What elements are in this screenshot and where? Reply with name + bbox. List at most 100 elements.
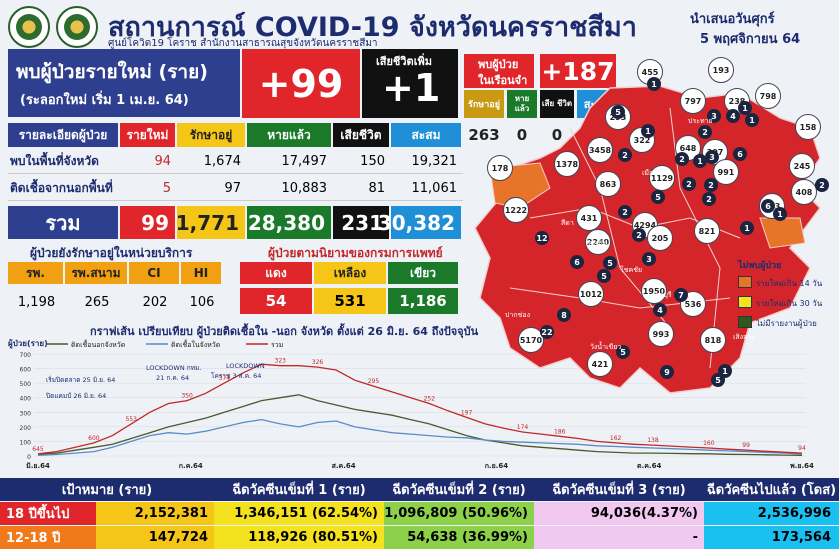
- legend-label: ติดเชื้อในจังหวัด: [171, 338, 220, 349]
- x-tick-label: ก.ย.64: [485, 462, 509, 470]
- map-count-bubble: 408: [791, 179, 817, 205]
- row-value: 97: [224, 180, 241, 196]
- y-tick-label: 700: [20, 352, 32, 359]
- map-new-case-dot: 5: [603, 256, 617, 270]
- district-label: วังน้ำเขียว: [590, 343, 622, 351]
- data-label: 252: [424, 396, 436, 403]
- vax-header-dose1: ฉีดวัคซีนเข็มที่ 1 (ราย): [232, 483, 366, 498]
- new-cases-subtitle: (ระลอกใหม่ เริ่ม 1 เม.ย. 64): [20, 93, 189, 108]
- chart-annotation: โคราช 3 ส.ค. 64: [211, 372, 261, 380]
- map-new-case-dot: 6: [733, 147, 747, 161]
- units-header-hospital: รพ.: [8, 262, 63, 284]
- map-new-case-dot: 6: [761, 199, 775, 213]
- district-label: เสิงสาง: [733, 333, 755, 341]
- prison-title-box: [464, 54, 534, 88]
- chart-annotation: 21 ก.ค. 64: [156, 374, 189, 382]
- map-new-case-dot: 1: [647, 77, 661, 91]
- map-new-case-dot: 3: [705, 150, 719, 164]
- map-count-bubble: 3458: [587, 137, 613, 163]
- data-label: 600: [88, 435, 100, 442]
- map-count-bubble: 797: [680, 88, 706, 114]
- map-count-bubble: 991: [713, 159, 739, 185]
- map-new-case-dot: 2: [698, 125, 712, 139]
- units-value-ci: 202: [142, 294, 168, 310]
- severity-title: ผู้ป่วยตามนิยามของกรมการแพทย์: [268, 246, 443, 260]
- prison-value-recovered: 0: [516, 126, 528, 144]
- map-new-case-dot: 5: [711, 373, 725, 387]
- y-axis-label: ผู้ป่วย(ราย): [8, 338, 48, 349]
- header-recovered: หายแล้ว: [247, 123, 331, 147]
- data-label: 94: [798, 445, 806, 452]
- y-tick-label: 0: [27, 454, 31, 461]
- x-tick-label: ต.ค.64: [637, 462, 661, 470]
- map-new-case-dot: 2: [618, 205, 632, 219]
- report-date: 5 พฤศจิกายน 64: [700, 32, 801, 47]
- vax-total: 173,564: [704, 526, 839, 549]
- district-label: ครบุรี: [655, 291, 672, 299]
- map-count-bubble: 993: [648, 321, 674, 347]
- vaccine-row-adult: 18 ปีขึ้นไป 2,152,381 1,346,151 (62.54%)…: [0, 502, 839, 525]
- district-label: สีดา: [561, 219, 574, 227]
- header-deaths: เสียชีวิต: [333, 123, 389, 147]
- series-line: [37, 363, 803, 455]
- total-new: 99: [120, 206, 175, 239]
- row-value: 19,321: [411, 153, 458, 169]
- provincial-seal-logo: [8, 6, 50, 48]
- map-count-bubble: 863: [595, 171, 621, 197]
- legend-swatch-green: [738, 316, 752, 328]
- map-new-case-dot: 4: [726, 109, 740, 123]
- deaths-new-value: +1: [382, 66, 441, 110]
- total-deaths: 231: [333, 206, 389, 239]
- severity-value-yellow: 531: [314, 288, 386, 314]
- units-value-hi: 106: [189, 294, 215, 310]
- map-new-case-dot: 9: [660, 365, 674, 379]
- row-value: 1,674: [203, 153, 241, 169]
- map-new-case-dot: 7: [674, 288, 688, 302]
- units-value-field: 265: [84, 294, 110, 310]
- deaths-new-label: เสียชีวิตเพิ่ม: [376, 55, 432, 68]
- prison-new-value: +187: [540, 54, 616, 88]
- map-new-case-dot: 12: [535, 231, 549, 245]
- report-day-label: นำเสนอวันศุกร์: [690, 12, 775, 27]
- units-header-ci: CI: [129, 262, 179, 284]
- y-tick-label: 200: [20, 425, 32, 432]
- detail-table-header: รายละเอียดผู้ป่วย รายใหม่ รักษาอยู่ หายแ…: [8, 123, 461, 147]
- header-treating: รักษาอยู่: [177, 123, 245, 147]
- map-count-bubble: 821: [694, 218, 720, 244]
- map-new-case-dot: 2: [618, 148, 632, 162]
- map-new-case-dot: 8: [557, 308, 571, 322]
- map-new-case-dot: 2: [702, 192, 716, 206]
- total-recovered: 28,380: [247, 206, 331, 239]
- page-title: สถานการณ์ COVID-19 จังหวัดนครราชสีมา: [108, 12, 637, 43]
- vax-dose2: 1,096,809 (50.96%): [384, 502, 534, 525]
- row-value: 10,883: [281, 180, 328, 196]
- legend-swatch-yellow: [738, 296, 752, 308]
- units-title: ผู้ป่วยยังรักษาอยู่ในหน่วยบริการ: [30, 246, 193, 260]
- header-detail: รายละเอียดผู้ป่วย: [8, 123, 118, 147]
- y-tick-label: 500: [20, 381, 32, 388]
- severity-header-yellow: เหลือง: [314, 262, 386, 284]
- ministry-health-logo: [56, 6, 98, 48]
- vax-header-total: ฉีดวัคซีนไปแล้ว (โดส): [706, 483, 837, 498]
- map-count-bubble: 245: [789, 153, 815, 179]
- map-new-case-dot: 1: [740, 221, 754, 235]
- severity-header-red: แดง: [240, 262, 312, 284]
- map-new-case-dot: 1: [641, 124, 655, 138]
- data-label: 99: [742, 442, 750, 449]
- legend-swatch-orange: [738, 276, 752, 288]
- vax-total: 2,536,996: [704, 502, 839, 525]
- map-new-case-dot: 2: [815, 178, 829, 192]
- vax-header-dose2: ฉีดวัคซีนเข็มที่ 2 (ราย): [392, 483, 526, 498]
- units-header-hi: HI: [181, 262, 221, 284]
- data-label: 162: [610, 435, 622, 442]
- district-label: สูงเนิน: [588, 239, 608, 247]
- row-value: 81: [368, 180, 385, 196]
- map-count-bubble: 2240: [585, 229, 611, 255]
- new-cases-panel: [8, 49, 240, 117]
- map-new-case-dot: 4: [653, 303, 667, 317]
- data-label: 295: [368, 378, 380, 385]
- data-label: 350: [181, 393, 193, 400]
- map-new-case-dot: 1: [693, 154, 707, 168]
- x-tick-label: มิ.ย.64: [26, 462, 50, 470]
- map-count-bubble: 798: [755, 83, 781, 109]
